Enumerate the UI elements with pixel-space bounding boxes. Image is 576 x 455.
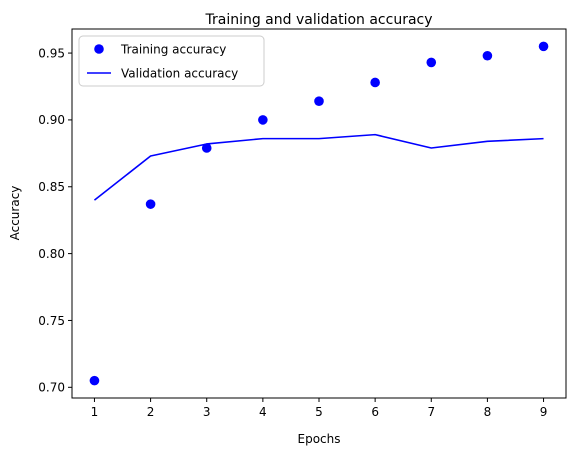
x-tick-label: 3 bbox=[203, 405, 211, 419]
y-tick-label: 0.70 bbox=[38, 381, 65, 395]
y-axis: 0.70 0.75 0.80 0.85 0.90 0.95 bbox=[38, 46, 72, 395]
y-tick-label: 0.80 bbox=[38, 247, 65, 261]
legend-label-training: Training accuracy bbox=[120, 43, 226, 57]
validation-accuracy-line bbox=[93, 133, 544, 201]
y-axis-label: Accuracy bbox=[8, 186, 22, 241]
chart-title: Training and validation accuracy bbox=[204, 12, 432, 28]
x-axis: 1 2 3 4 5 6 7 8 9 bbox=[91, 398, 548, 419]
training-accuracy-point bbox=[201, 143, 212, 153]
y-tick-label: 0.95 bbox=[38, 46, 65, 60]
legend: Training accuracy Validation accuracy bbox=[78, 35, 265, 87]
y-tick-label: 0.90 bbox=[38, 113, 65, 127]
training-accuracy-point bbox=[482, 50, 493, 61]
x-tick-label: 2 bbox=[147, 405, 155, 419]
training-accuracy-point bbox=[370, 77, 380, 88]
training-accuracy-point bbox=[258, 115, 268, 125]
series-layer bbox=[89, 41, 549, 386]
x-tick-label: 1 bbox=[91, 405, 99, 419]
training-accuracy-point bbox=[314, 96, 324, 106]
training-accuracy-point bbox=[426, 57, 437, 68]
y-tick-label: 0.85 bbox=[38, 180, 65, 194]
x-tick-label: 7 bbox=[427, 405, 435, 419]
training-accuracy-point bbox=[538, 41, 549, 52]
x-axis-label: Epochs bbox=[298, 432, 341, 446]
x-tick-label: 9 bbox=[540, 405, 548, 419]
x-tick-label: 6 bbox=[371, 405, 379, 419]
legend-marker-training bbox=[94, 44, 104, 54]
legend-label-validation: Validation accuracy bbox=[121, 67, 238, 81]
training-accuracy-point bbox=[89, 375, 100, 386]
x-tick-label: 5 bbox=[315, 405, 323, 419]
legend-box bbox=[78, 35, 265, 87]
x-tick-label: 8 bbox=[484, 405, 492, 419]
x-tick-label: 4 bbox=[259, 405, 267, 419]
training-accuracy-point bbox=[145, 199, 156, 209]
y-tick-label: 0.75 bbox=[38, 314, 65, 328]
